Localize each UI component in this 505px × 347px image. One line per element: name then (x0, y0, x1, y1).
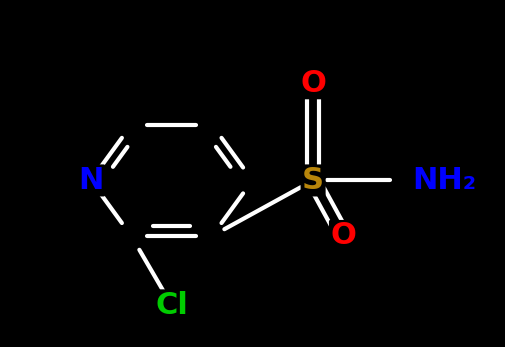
Text: S: S (302, 166, 324, 195)
Text: O: O (330, 221, 357, 251)
Text: O: O (300, 69, 326, 98)
Text: Cl: Cl (155, 291, 188, 320)
Text: N: N (78, 166, 104, 195)
Text: NH₂: NH₂ (412, 166, 476, 195)
